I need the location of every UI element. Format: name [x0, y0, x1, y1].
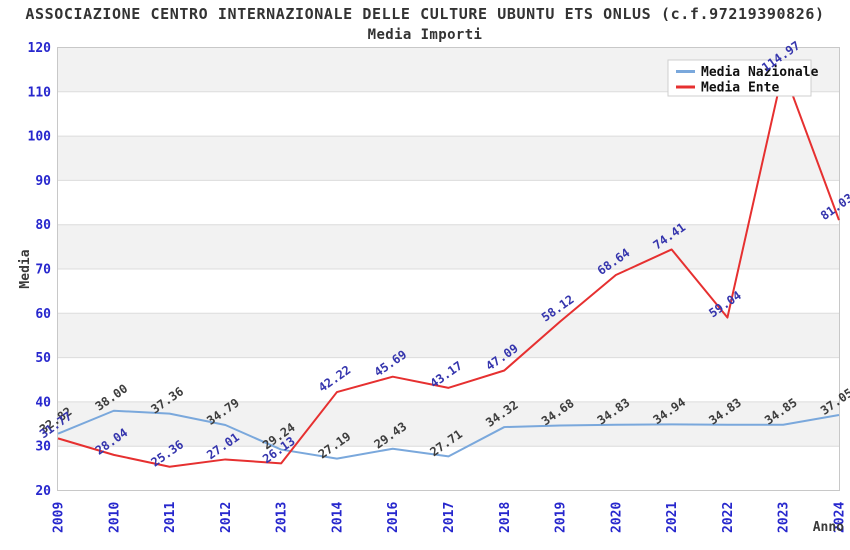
y-tick-label: 60 — [35, 307, 51, 322]
y-tick-label: 20 — [35, 484, 51, 499]
legend-box — [667, 59, 812, 97]
data-label: 81.03 — [818, 191, 850, 223]
y-tick-label: 80 — [35, 218, 51, 233]
legend-item-media-nazionale: Media Nazionale — [676, 65, 819, 80]
grid-band — [57, 313, 840, 358]
x-tick-label: 2018 — [498, 502, 513, 533]
y-tick-label: 30 — [35, 440, 51, 455]
x-tick-label: 2023 — [777, 502, 792, 533]
x-tick-label: 2013 — [275, 502, 290, 533]
data-label: 43.17 — [427, 358, 465, 390]
x-tick-label: 2017 — [442, 502, 457, 533]
legend-label: Media Nazionale — [701, 65, 819, 80]
y-tick-label: 100 — [28, 130, 52, 145]
x-tick-label: 2012 — [219, 502, 234, 533]
x-tick-label: 2011 — [163, 502, 178, 533]
x-tick-label: 2024 — [833, 502, 848, 533]
x-tick-label: 2022 — [721, 502, 736, 533]
y-tick-label: 90 — [35, 174, 51, 189]
x-tick-label: 2016 — [386, 502, 401, 533]
x-tick-label: 2021 — [665, 502, 680, 533]
x-tick-label: 2019 — [554, 502, 569, 533]
x-tick-label: 2014 — [330, 502, 345, 533]
x-tick-label: 2010 — [107, 502, 122, 533]
chart-title: ASSOCIAZIONE CENTRO INTERNAZIONALE DELLE… — [25, 5, 825, 23]
grid-band — [57, 224, 840, 269]
series-line-media-ente — [57, 68, 840, 468]
y-tick-label: 110 — [28, 85, 52, 100]
chart-subtitle: Media Importi — [367, 27, 483, 43]
y-tick-label: 120 — [28, 41, 52, 56]
legend-label: Media Ente — [701, 81, 779, 96]
grid-band — [57, 136, 840, 181]
x-tick-label: 2009 — [52, 502, 67, 533]
series-line-media-nazionale — [57, 409, 840, 460]
y-axis-title: Media — [18, 249, 33, 288]
x-axis-title: Anno — [813, 520, 844, 535]
plot-border — [57, 47, 840, 491]
y-tick-label: 70 — [35, 263, 51, 278]
y-tick-label: 40 — [35, 395, 51, 410]
legend-item-media-ente: Media Ente — [676, 81, 779, 96]
y-tick-label: 50 — [35, 351, 51, 366]
x-tick-label: 2020 — [609, 502, 624, 533]
